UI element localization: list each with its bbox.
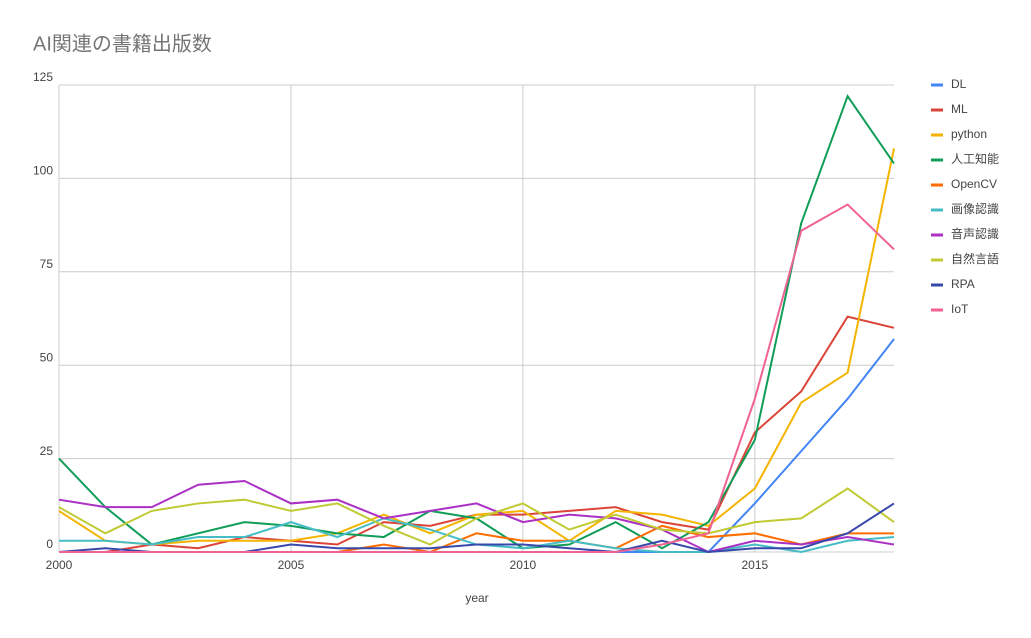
legend-label: 音声認識	[951, 226, 999, 241]
legend-label: IoT	[951, 302, 969, 316]
x-tick-label: 2010	[510, 558, 537, 572]
legend-label: OpenCV	[951, 177, 997, 191]
chart-title: AI関連の書籍出版数	[33, 32, 212, 55]
x-axis-label: year	[465, 591, 488, 605]
legend-label: RPA	[951, 277, 975, 291]
y-tick-label: 75	[40, 257, 54, 271]
x-tick-label: 2000	[46, 558, 73, 572]
legend-label: 自然言語	[951, 251, 999, 266]
series-line	[58, 479, 895, 554]
series-line	[58, 502, 895, 554]
legend-label: 画像認識	[951, 201, 999, 216]
y-tick-label: 100	[33, 164, 53, 178]
legend-label: DL	[951, 77, 967, 91]
legend-label: 人工知能	[951, 152, 999, 166]
x-tick-label: 2015	[741, 558, 768, 572]
y-tick-label: 125	[33, 70, 53, 84]
series-line	[58, 487, 895, 546]
legend-label: python	[951, 127, 987, 141]
series-line	[59, 203, 895, 553]
y-tick-label: 25	[40, 444, 54, 458]
y-tick-label: 50	[40, 350, 54, 364]
y-tick-label: 0	[46, 537, 53, 551]
series-line	[58, 148, 895, 546]
x-tick-label: 2005	[278, 558, 305, 572]
legend-label: ML	[951, 102, 968, 116]
series-line	[58, 94, 895, 550]
